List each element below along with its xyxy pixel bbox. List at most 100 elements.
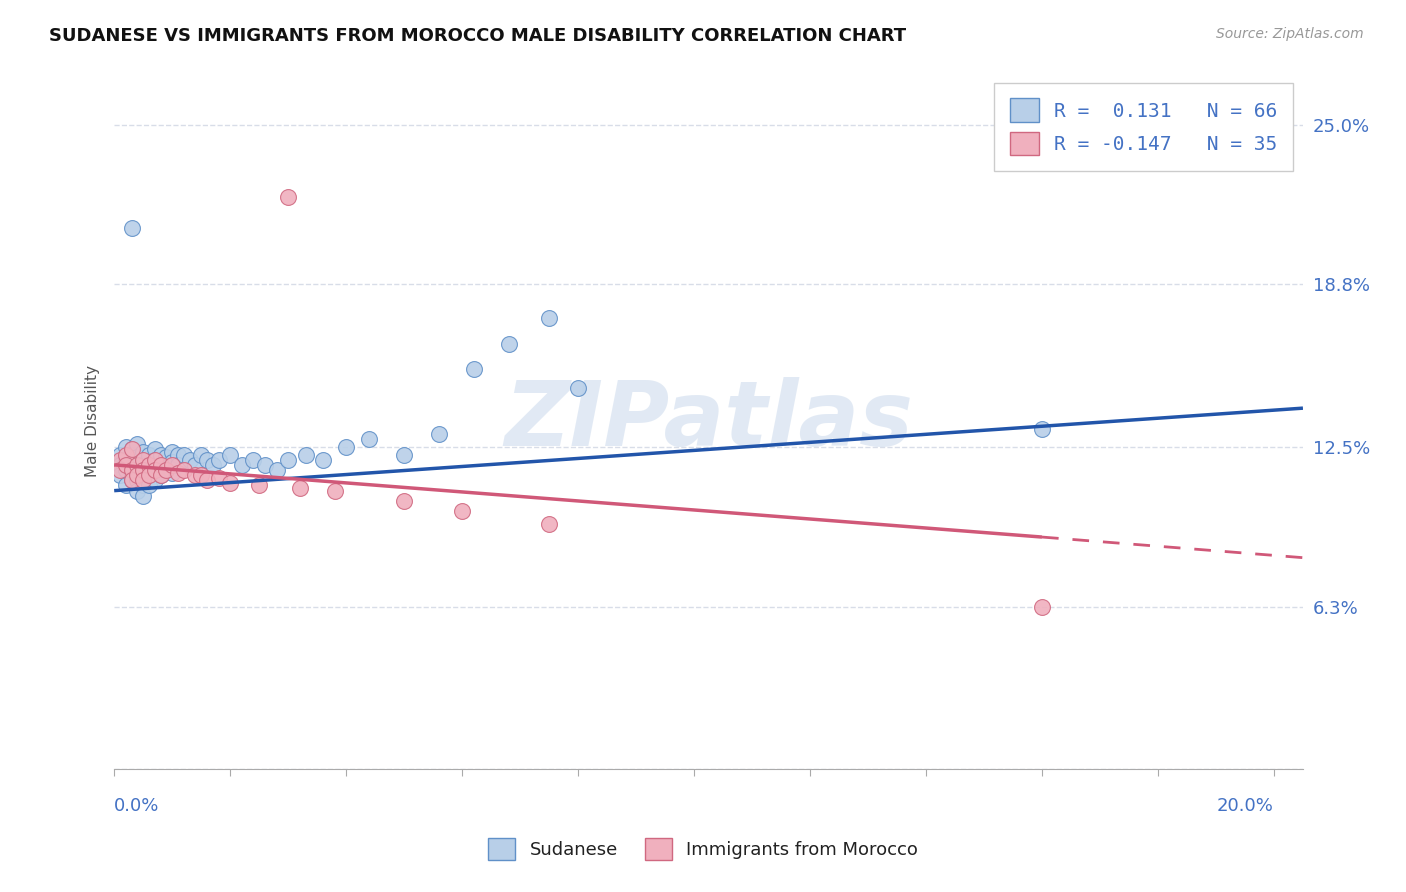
Point [132,458,155,472]
Point [121,220,143,235]
Text: SUDANESE VS IMMIGRANTS FROM MOROCCO MALE DISABILITY CORRELATION CHART: SUDANESE VS IMMIGRANTS FROM MOROCCO MALE… [49,27,907,45]
Point [167,466,190,480]
Point [323,483,346,498]
Point [143,473,166,487]
Point [138,458,160,472]
Text: 0.0%: 0.0% [114,797,159,815]
Point [143,452,166,467]
Point [114,458,136,472]
Legend: Sudanese, Immigrants from Morocco: Sudanese, Immigrants from Morocco [481,830,925,867]
Point [132,478,155,492]
Point [121,442,143,457]
Point [538,517,561,532]
Point [155,460,177,475]
Point [127,437,149,451]
Point [121,460,143,475]
Point [207,471,229,485]
Point [219,448,242,462]
Point [132,468,155,483]
Point [1031,422,1053,436]
Point [127,458,149,472]
Point [127,473,149,487]
Point [160,458,183,472]
Point [127,483,149,498]
Point [108,468,131,483]
Legend: R =  0.131   N = 66, R = -0.147   N = 35: R = 0.131 N = 66, R = -0.147 N = 35 [994,83,1294,171]
Point [132,473,155,487]
Point [219,475,242,490]
Point [538,310,561,325]
Point [132,445,155,459]
Point [231,458,253,472]
Point [312,452,335,467]
Point [132,489,155,503]
Point [138,468,160,483]
Point [114,448,136,462]
Point [160,455,183,469]
Point [160,445,183,459]
Point [143,452,166,467]
Point [567,380,589,394]
Point [121,468,143,483]
Point [108,452,131,467]
Point [179,452,201,467]
Point [155,450,177,464]
Point [190,468,212,483]
Point [288,481,311,495]
Point [277,190,299,204]
Point [498,336,520,351]
Point [184,458,207,472]
Point [184,468,207,483]
Point [277,452,299,467]
Text: 20.0%: 20.0% [1218,797,1274,815]
Point [114,452,136,467]
Point [167,458,190,472]
Y-axis label: Male Disability: Male Disability [86,365,100,477]
Point [359,432,381,446]
Point [463,362,485,376]
Point [132,452,155,467]
Point [127,450,149,464]
Point [121,455,143,469]
Point [132,463,155,477]
Point [190,448,212,462]
Point [149,458,172,472]
Point [114,440,136,454]
Point [121,473,143,487]
Point [392,494,415,508]
Point [138,478,160,492]
Point [143,442,166,457]
Point [1031,599,1053,614]
Point [108,458,131,472]
Point [149,468,172,483]
Point [160,466,183,480]
Point [121,463,143,477]
Point [127,463,149,477]
Point [143,463,166,477]
Point [108,463,131,477]
Point [121,448,143,462]
Point [155,463,177,477]
Point [427,426,450,441]
Point [266,463,288,477]
Point [121,473,143,487]
Point [392,448,415,462]
Point [207,452,229,467]
Point [173,463,195,477]
Point [127,468,149,483]
Point [335,440,357,454]
Point [167,448,190,462]
Point [149,458,172,472]
Point [173,448,195,462]
Point [108,448,131,462]
Point [114,478,136,492]
Point [149,448,172,462]
Point [149,468,172,483]
Point [195,473,218,487]
Point [121,442,143,457]
Point [451,504,474,518]
Point [195,452,218,467]
Point [114,463,136,477]
Point [138,468,160,483]
Point [247,478,270,492]
